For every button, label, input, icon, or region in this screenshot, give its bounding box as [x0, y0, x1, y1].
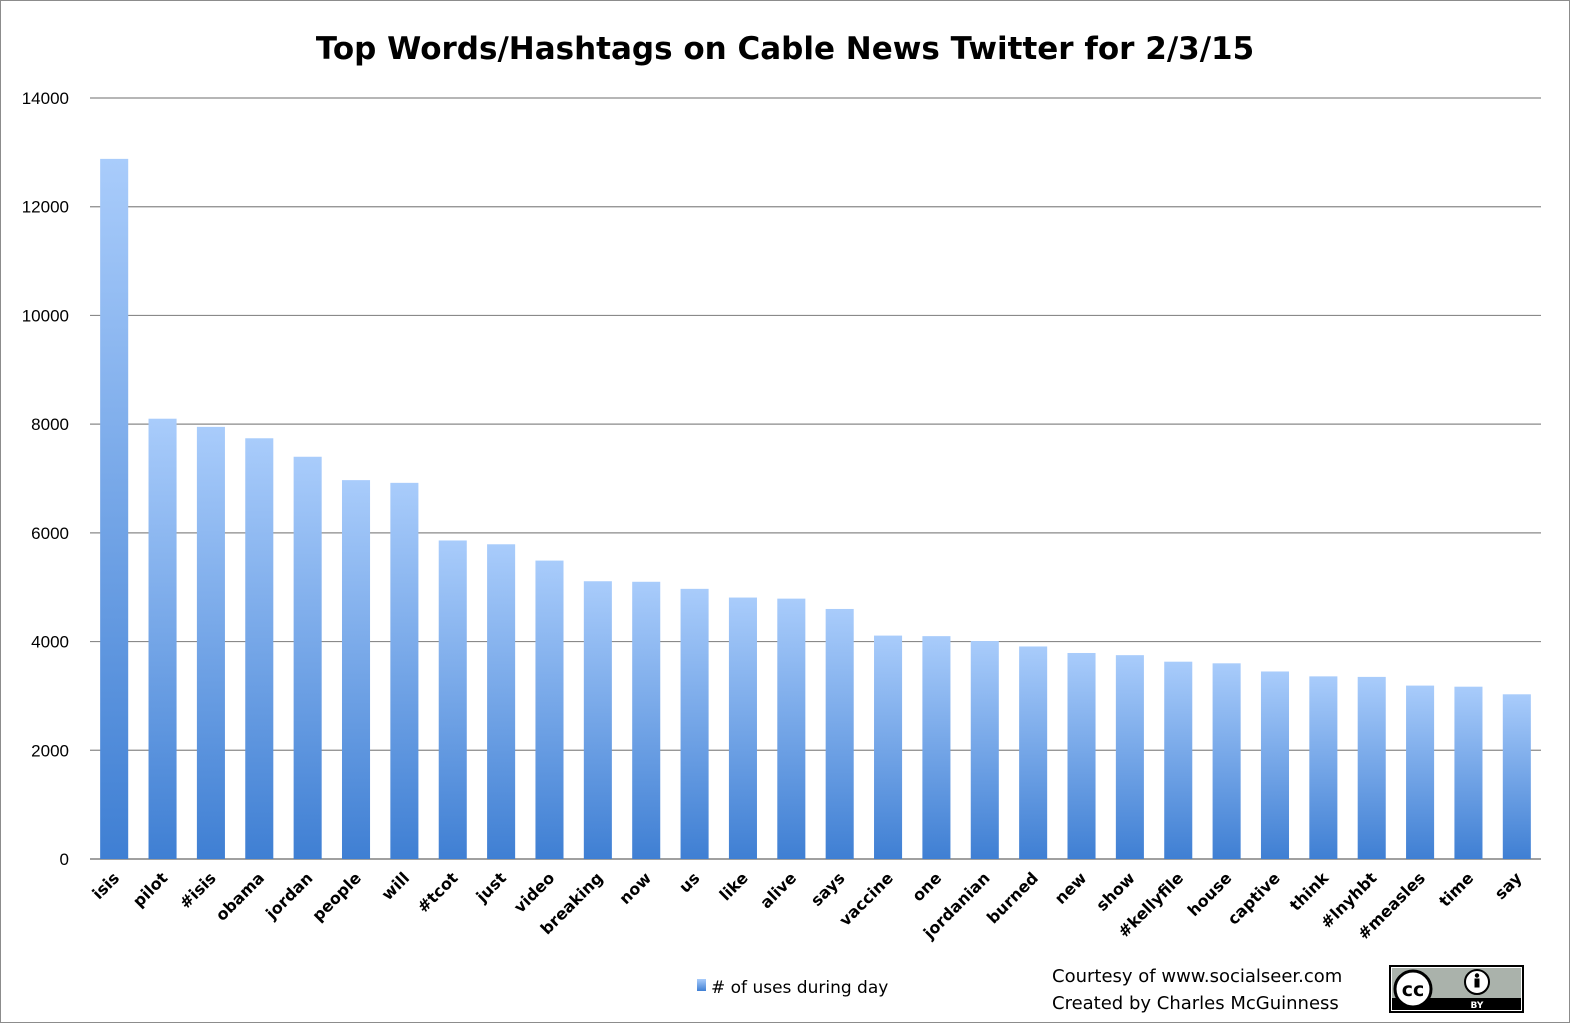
bar-obama — [245, 438, 274, 859]
x-tick-label: says — [807, 868, 849, 910]
y-tick-label: 0 — [60, 850, 69, 869]
y-tick-label: 10000 — [22, 306, 69, 325]
x-tick-label: #tcot — [413, 868, 461, 916]
credits: Courtesy of www.socialseer.com Created b… — [1052, 966, 1342, 1014]
bar-jordanian — [970, 641, 999, 859]
credit-author: Created by Charles McGuinness — [1052, 993, 1339, 1014]
cc-text: cc — [1402, 979, 1425, 1001]
x-tick-label: obama — [212, 868, 268, 924]
x-tick-label: burned — [983, 868, 1042, 927]
x-tick-label: think — [1286, 868, 1333, 915]
bar-captive — [1260, 671, 1290, 859]
x-tick-label: just — [472, 868, 510, 906]
by-text: BY — [1471, 1001, 1484, 1011]
y-tick-label: 4000 — [31, 633, 69, 652]
x-tick-label: #isis — [176, 868, 220, 912]
bar-will — [390, 482, 419, 859]
bar-video — [535, 560, 564, 859]
x-tick-label: one — [908, 868, 945, 905]
x-tick-label: new — [1051, 868, 1091, 908]
x-tick-label: time — [1435, 868, 1477, 910]
bar-says — [825, 608, 854, 859]
bar-show — [1115, 655, 1144, 859]
x-tick-label: isis — [88, 868, 123, 903]
x-tick-label: alive — [756, 868, 800, 912]
x-tick-label: us — [675, 868, 703, 896]
x-tick-label: will — [378, 868, 414, 904]
legend: # of uses during day — [697, 978, 888, 998]
bar-say — [1502, 694, 1531, 859]
x-tick-label: like — [716, 868, 752, 904]
x-tick-label: say — [1491, 868, 1526, 903]
bar-vaccine — [874, 635, 903, 859]
bar-think — [1309, 676, 1338, 859]
x-tick-label: captive — [1224, 868, 1284, 928]
bar-isis — [100, 158, 129, 859]
y-tick-label: 8000 — [31, 415, 69, 434]
y-tick-label: 12000 — [22, 198, 69, 217]
x-tick-label: pilot — [129, 868, 172, 911]
bar-measles — [1406, 685, 1435, 859]
bar-tcot — [438, 540, 467, 859]
cc-by-icon: cc BY — [1389, 965, 1524, 1013]
x-tick-label: people — [308, 868, 365, 925]
bar-like — [728, 597, 757, 859]
gridlines — [90, 97, 1541, 860]
x-tick-label: jordan — [261, 868, 316, 923]
y-tick-label: 6000 — [31, 524, 69, 543]
x-tick-label: now — [615, 868, 655, 908]
bars — [100, 158, 1531, 859]
legend-swatch — [697, 979, 706, 991]
y-axis-ticks: 0 2000 4000 6000 8000 10000 12000 14000 — [22, 89, 69, 869]
bar-breaking — [583, 581, 612, 859]
bar-lnyhbt — [1357, 676, 1386, 859]
bar-time — [1454, 686, 1483, 859]
legend-label: # of uses during day — [711, 978, 888, 998]
x-tick-label: vaccine — [835, 868, 897, 930]
bar-burned — [1019, 646, 1048, 859]
bar-kellyfile — [1164, 661, 1193, 859]
y-tick-label: 14000 — [22, 89, 69, 108]
bar-isis — [196, 426, 225, 859]
bar-one — [922, 636, 951, 859]
bar-us — [680, 588, 709, 859]
bar-alive — [777, 598, 806, 859]
x-tick-label: show — [1092, 868, 1139, 915]
bar-now — [632, 581, 661, 859]
credit-courtesy: Courtesy of www.socialseer.com — [1052, 966, 1342, 987]
bar-people — [341, 480, 371, 859]
bar-jordan — [293, 456, 322, 859]
bar-house — [1212, 663, 1241, 859]
chart-title: Top Words/Hashtags on Cable News Twitter… — [316, 31, 1254, 67]
bar-just — [487, 544, 516, 859]
bar-new — [1067, 652, 1096, 859]
bar-pilot — [148, 418, 177, 859]
y-tick-label: 2000 — [31, 741, 69, 760]
